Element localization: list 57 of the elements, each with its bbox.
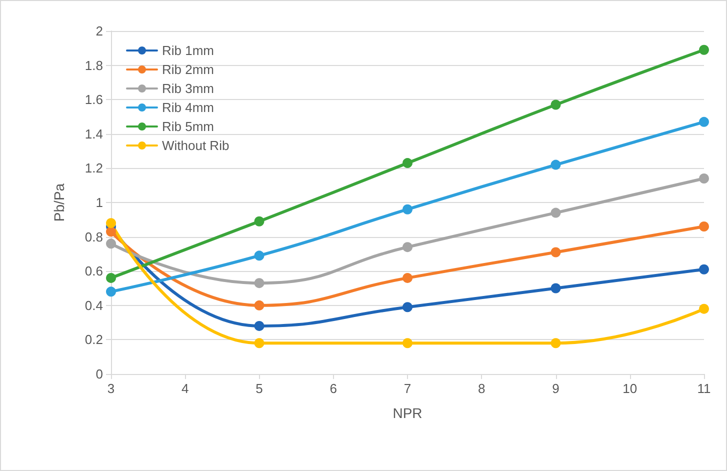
point [550, 100, 561, 110]
point [699, 222, 709, 232]
point [550, 338, 561, 348]
y-tick-label: 1.2 [84, 160, 103, 176]
point [254, 216, 264, 226]
y-tick-label: 1.4 [84, 126, 103, 142]
point [106, 226, 116, 237]
point [550, 160, 561, 170]
x-tick-label: 10 [622, 381, 638, 396]
y-tick-label: 0.2 [84, 332, 103, 348]
legend-label: Rib 2mm [162, 62, 214, 77]
x-tick-label: 8 [478, 381, 486, 396]
x-tick-label: 11 [697, 381, 711, 396]
point [699, 173, 709, 184]
legend-label: Rib 3mm [162, 81, 214, 96]
point [254, 300, 264, 310]
y-tick-label: 1.6 [84, 92, 103, 108]
point [550, 283, 561, 294]
point [402, 242, 412, 252]
point [402, 272, 412, 283]
y-axis-title: Pb/Pa [51, 183, 67, 222]
point [254, 338, 264, 348]
point [106, 218, 116, 228]
point [254, 278, 264, 288]
point [699, 304, 709, 314]
y-tick-label: 2 [96, 24, 103, 38]
point [402, 158, 412, 168]
point [699, 44, 709, 55]
point [699, 264, 709, 274]
x-tick-label: 3 [107, 381, 115, 396]
y-tick-label: 1 [96, 195, 103, 210]
point [402, 302, 412, 312]
y-tick-label: 1.8 [84, 58, 103, 73]
point [699, 116, 709, 127]
y-tick-label: 0.4 [84, 298, 103, 313]
point [550, 247, 561, 258]
y-tick-label: 0 [96, 366, 103, 382]
point [402, 338, 412, 348]
legend-label: Rib 5mm [162, 119, 214, 134]
x-axis-title: NPR [392, 405, 422, 421]
legend-label: Without Rib [162, 138, 230, 153]
legend-label: Rib 4mm [162, 100, 214, 115]
x-tick-label: 4 [182, 381, 189, 396]
x-tick-label: 5 [256, 381, 263, 396]
x-tick-label: 6 [330, 381, 337, 396]
point [106, 272, 116, 283]
point [106, 286, 116, 297]
point [254, 320, 264, 331]
point [106, 238, 116, 249]
y-tick-label: 0.8 [84, 229, 103, 244]
point [254, 250, 264, 261]
x-tick-label: 7 [404, 381, 412, 396]
x-tick-label: 9 [552, 381, 560, 396]
point [550, 208, 561, 218]
legend-label: Rib 1mm [162, 43, 214, 58]
y-tick-label: 0.6 [84, 264, 103, 279]
point [402, 204, 412, 214]
